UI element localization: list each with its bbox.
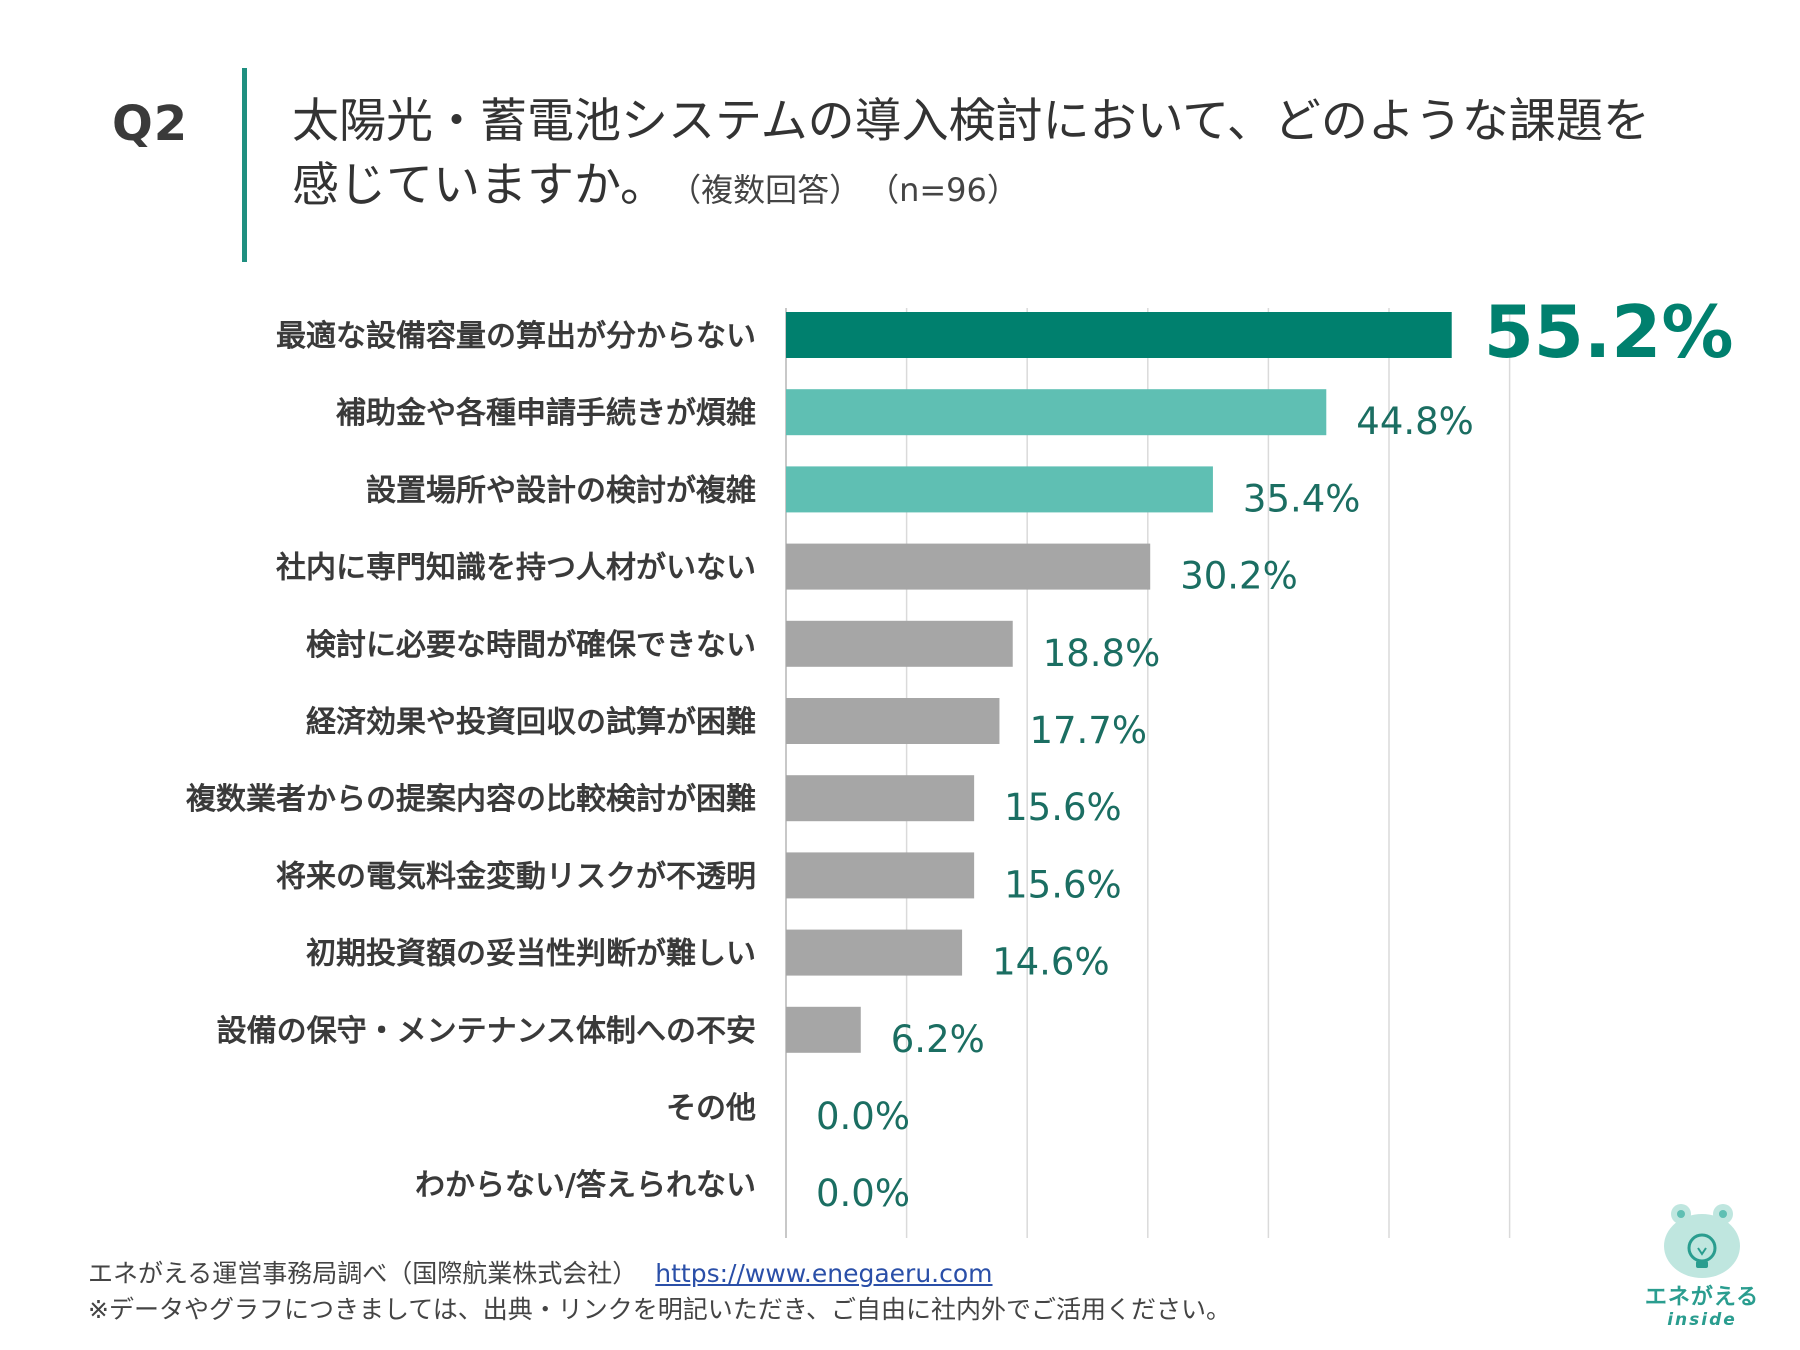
question-title-line2: 感じていますか。 （複数回答） （n=96）: [292, 154, 1772, 222]
chart-category-label: 複数業者からの提案内容の比較検討が困難: [186, 782, 756, 817]
chart-value-label: 55.2%: [1484, 290, 1734, 374]
question-title: 太陽光・蓄電池システムの導入検討において、どのような課題を 感じていますか。 （複…: [292, 90, 1772, 222]
chart-category-label: 初期投資額の妥当性判断が難しい: [306, 937, 756, 972]
chart-category-label: 補助金や各種申請手続きが煩雑: [335, 396, 756, 431]
logo-sub: inside: [1667, 1310, 1737, 1330]
chart-value-label: 6.2%: [891, 1018, 985, 1061]
chart-bar: [786, 466, 1213, 513]
header-divider: [242, 68, 247, 262]
logo-name: エネがえる: [1644, 1285, 1760, 1310]
chart-category-label: 将来の電気料金変動リスクが不透明: [276, 859, 756, 894]
chart-bar: [786, 775, 975, 822]
chart-bar: [786, 389, 1327, 436]
chart-bar: [786, 620, 1013, 667]
chart-value-label: 35.4%: [1243, 477, 1361, 520]
chart-value-label: 44.8%: [1356, 400, 1474, 443]
chart-gridlines: [785, 308, 1511, 1238]
question-title-line1: 太陽光・蓄電池システムの導入検討において、どのような課題を: [292, 94, 1650, 149]
chart-bar: [786, 852, 975, 899]
chart-category-label: わからない/答えられない: [415, 1168, 756, 1203]
usage-note: ※データやグラフにつきましては、出典・リンクを明記いただき、ご自由に社内外でご活…: [88, 1295, 1231, 1324]
chart-category-label: 設備の保守・メンテナンス体制への不安: [217, 1014, 756, 1049]
question-number: Q2: [112, 96, 189, 152]
footer-source-line: エネがえる運営事務局調べ（国際航業株式会社） https://www.enegae…: [88, 1256, 1231, 1292]
chart-category-label: 経済効果や投資回収の試算が困難: [306, 705, 756, 740]
sample-size-note: （n=96）: [883, 171, 1019, 209]
website-link[interactable]: https://www.enegaeru.com: [655, 1259, 993, 1288]
chart-bar: [786, 543, 1151, 590]
chart-category-label: その他: [666, 1091, 756, 1126]
chart-value-label: 14.6%: [992, 941, 1110, 984]
chart-value-label: 0.0%: [816, 1095, 910, 1138]
chart-value-label: 15.6%: [1004, 786, 1122, 829]
chart-value-label: 30.2%: [1180, 555, 1298, 598]
chart-bar: [786, 312, 1452, 358]
chart-value-label: 15.6%: [1004, 863, 1122, 906]
question-title-line2-text: 感じていますか。: [292, 158, 668, 213]
chart-category-labels: 最適な設備容量の算出が分からない補助金や各種申請手続きが煩雑設置場所や設計の検討…: [186, 319, 756, 1203]
chart-category-label: 検討に必要な時間が確保できない: [306, 628, 756, 663]
chart-bar: [786, 698, 1000, 744]
chart-category-label: 設置場所や設計の検討が複雑: [366, 473, 756, 508]
chart-value-label: 18.8%: [1043, 632, 1161, 675]
footer: エネがえる運営事務局調べ（国際航業株式会社） https://www.enegae…: [88, 1256, 1231, 1328]
chart-bar: [786, 1006, 861, 1053]
chart-value-label: 0.0%: [816, 1172, 910, 1215]
frog-bulb-icon: [1664, 1204, 1740, 1278]
enegaeru-logo: エネがえる inside: [1640, 1196, 1764, 1336]
chart-bars: [786, 312, 1452, 1053]
multiple-answer-note: （複数回答）: [685, 171, 862, 209]
source-text: エネがえる運営事務局調べ（国際航業株式会社）: [88, 1259, 638, 1288]
chart-category-label: 社内に専門知識を持つ人材がいない: [276, 551, 756, 586]
chart-value-labels: 55.2%44.8% 35.4% 30.2% 18.8% 17.7% 15.6% 15.6%…: [816, 290, 1734, 1215]
chart-bar: [786, 929, 963, 976]
chart-value-label: 17.7%: [1029, 709, 1147, 752]
chart-category-label: 最適な設備容量の算出が分からない: [276, 319, 756, 354]
